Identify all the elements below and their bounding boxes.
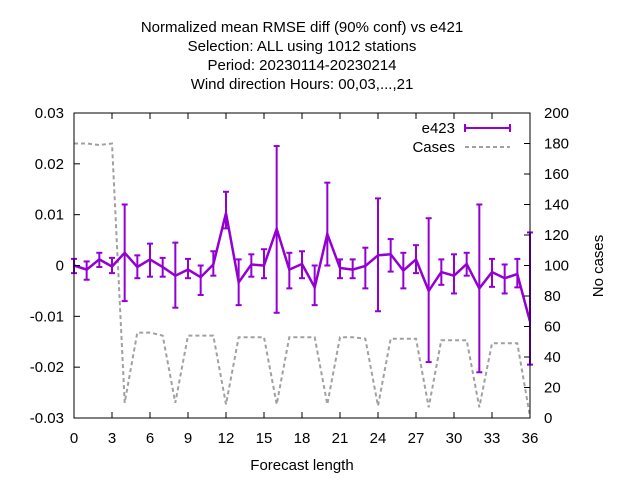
- x-tick-label: 33: [484, 430, 501, 447]
- title-line: Selection: ALL using 1012 stations: [188, 38, 417, 55]
- title-line: Normalized mean RMSE diff (90% conf) vs …: [141, 19, 463, 36]
- y2-tick-label: 40: [544, 349, 561, 366]
- y-tick-label: 0.03: [35, 105, 64, 122]
- e423-series: [71, 145, 533, 374]
- x-tick-label: 36: [522, 430, 539, 447]
- y-tick-label: -0.03: [30, 410, 64, 427]
- x-tick-label: 9: [184, 430, 192, 447]
- y2-tick-label: 20: [544, 380, 561, 397]
- y2-tick-label: 200: [544, 105, 569, 122]
- cases-line: [74, 142, 531, 417]
- y2-tick-label: 100: [544, 258, 569, 275]
- legend: e423 Cases: [412, 120, 511, 156]
- y2-axis-label: No cases: [590, 235, 607, 298]
- x-tick-label: 24: [370, 430, 387, 447]
- x-tick-label: 27: [408, 430, 425, 447]
- y2-tick-label: 180: [544, 136, 569, 153]
- y-tick-label: 0: [56, 258, 64, 275]
- y2-tick-label: 140: [544, 197, 569, 214]
- x-tick-label: 12: [218, 430, 235, 447]
- y2-tick-label: 160: [544, 166, 569, 183]
- e423-line: [73, 212, 532, 322]
- x-tick-label: 15: [256, 430, 273, 447]
- x-tick-label: 18: [294, 430, 311, 447]
- y-tick-label: 0.02: [35, 156, 64, 173]
- legend-label-cases: Cases: [412, 139, 455, 156]
- title-line: Period: 20230114-20230214: [207, 57, 396, 74]
- chart-title: Normalized mean RMSE diff (90% conf) vs …: [141, 19, 463, 93]
- y2-tick-label: 60: [544, 319, 561, 336]
- x-tick-label: 3: [108, 430, 116, 447]
- axis-ticks: 0 3 6 9 12 15 18 21 24 27 30 33 360.030.020.010-0.01…: [30, 105, 569, 447]
- y-tick-label: -0.01: [30, 308, 64, 325]
- y2-tick-label: 120: [544, 227, 569, 244]
- x-tick-label: 0: [70, 430, 78, 447]
- y-tick-label: -0.02: [30, 359, 64, 376]
- legend-label-e423: e423: [422, 120, 455, 137]
- x-tick-label: 6: [146, 430, 154, 447]
- title-line: Wind direction Hours: 00,03,...,21: [191, 76, 414, 93]
- y2-tick-label: 80: [544, 288, 561, 305]
- x-axis-label: Forecast length: [250, 457, 353, 474]
- x-tick-label: 30: [446, 430, 463, 447]
- x-tick-label: 21: [332, 430, 349, 447]
- y2-tick-label: 0: [544, 410, 552, 427]
- cases-series: [74, 142, 531, 417]
- y-tick-label: 0.01: [35, 207, 64, 224]
